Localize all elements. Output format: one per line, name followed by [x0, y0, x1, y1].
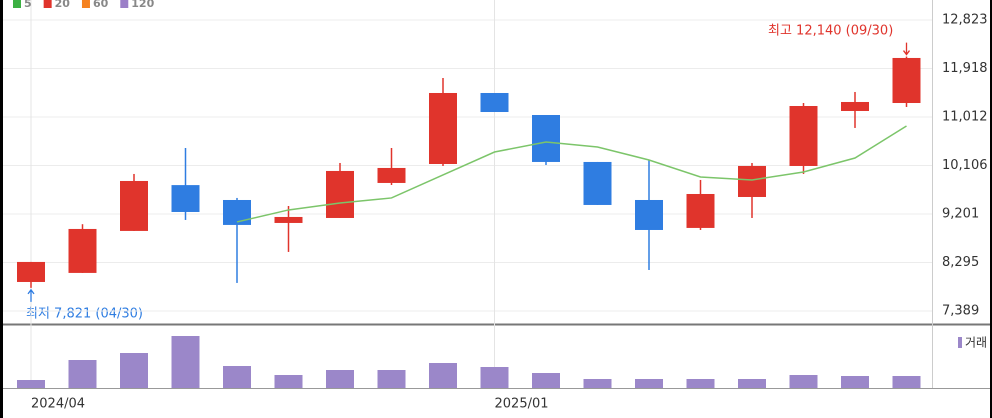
volume-bar — [841, 376, 869, 388]
volume-bar — [377, 370, 406, 388]
y-tick-label: 9,201 — [942, 206, 979, 221]
volume-bar — [274, 375, 303, 388]
candle-body — [429, 92, 457, 165]
legend-swatch — [81, 0, 90, 8]
candle-body — [583, 161, 612, 205]
background — [3, 0, 990, 418]
volume-bar — [120, 353, 148, 388]
high-arrow — [902, 42, 911, 56]
y-tick-label: 11,012 — [942, 109, 988, 124]
candle-body — [274, 216, 303, 223]
candle-body — [223, 199, 251, 225]
candle-body — [635, 199, 663, 230]
x-tick-label: 2025/01 — [495, 397, 549, 412]
candle-body — [171, 185, 200, 212]
candle-body — [120, 180, 148, 231]
x-tick-label: 2024/04 — [31, 397, 85, 412]
candle-body — [68, 228, 97, 273]
volume-bar — [892, 376, 921, 388]
volume-bar — [686, 379, 715, 388]
volume-bar — [738, 379, 766, 388]
low-arrow — [27, 288, 35, 302]
legend-swatch — [13, 0, 21, 8]
volume-legend-swatch — [958, 337, 962, 348]
high-label: 최고 12,140 (09/30) — [768, 24, 893, 39]
y-tick-label: 12,823 — [942, 13, 988, 28]
candle-body — [892, 57, 921, 104]
volume-bar — [17, 380, 45, 388]
volume-bar — [635, 379, 663, 388]
volume-bar — [583, 379, 612, 388]
candle-body — [480, 92, 509, 113]
candle-body — [326, 170, 354, 218]
volume-bar — [480, 367, 509, 388]
volume-bar — [429, 363, 457, 388]
candle-body — [789, 106, 818, 166]
legend-label: 5 — [24, 0, 32, 10]
moving-average — [236, 125, 907, 223]
legend-swatch — [120, 0, 129, 8]
candle-body — [686, 193, 715, 228]
y-tick-label: 10,106 — [942, 158, 988, 173]
candle-body — [841, 101, 869, 111]
candle-body — [738, 165, 766, 197]
volume-legend-label: 거래 — [965, 336, 987, 350]
y-tick-label: 7,389 — [942, 304, 979, 319]
legend-label: 20 — [55, 0, 71, 10]
legend-label: 60 — [93, 0, 109, 10]
y-tick-label: 11,918 — [942, 61, 988, 76]
legend-swatch — [43, 0, 52, 8]
volume-bar — [532, 373, 560, 388]
volume-bar — [68, 360, 97, 388]
volume-bar — [789, 375, 818, 388]
volume-bar — [223, 366, 251, 388]
volume-bar — [171, 336, 200, 388]
y-tick-label: 8,295 — [942, 255, 979, 270]
low-label: 최저 7,821 (04/30) — [26, 307, 143, 322]
volume-bar — [326, 370, 354, 388]
candle-body — [532, 115, 560, 162]
candle-body — [377, 167, 406, 183]
legend-label: 120 — [131, 0, 154, 10]
candle-body — [17, 261, 45, 282]
